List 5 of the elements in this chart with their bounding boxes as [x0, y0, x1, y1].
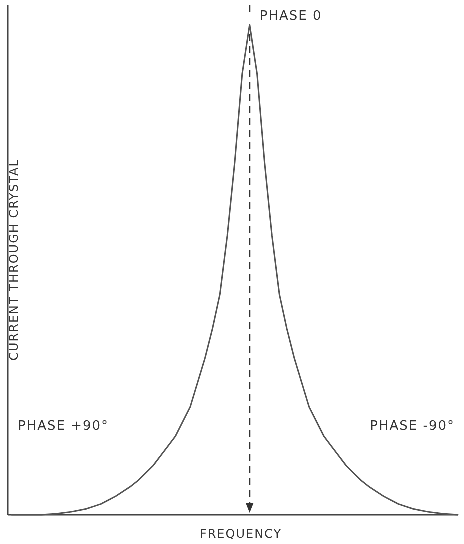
y-axis-title: CURRENT THROUGH CRYSTAL [7, 159, 21, 361]
text: PHASE 0 [260, 9, 322, 24]
annotation: PHASE +90° [18, 419, 110, 434]
x-axis-title: FREQUENCY [200, 527, 282, 541]
annotation: PHASE -90° [370, 419, 455, 434]
